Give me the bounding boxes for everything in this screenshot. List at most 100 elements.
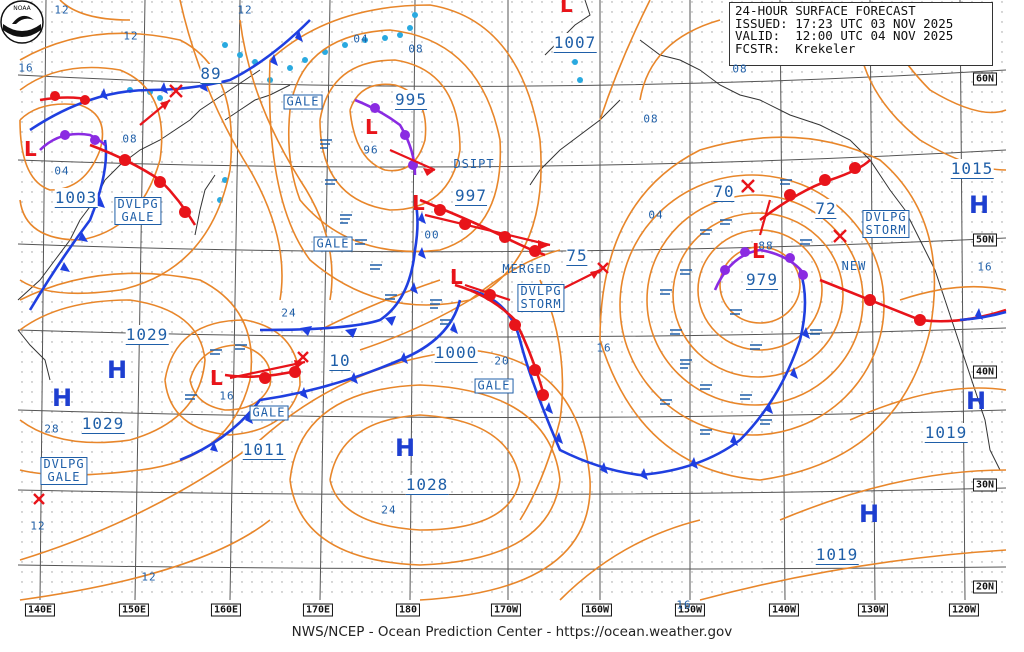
- isobar-label: 08: [122, 132, 138, 146]
- isobars: [19, 0, 1007, 601]
- lon-label-160w: 160W: [581, 603, 613, 617]
- pressure-value: 89: [200, 64, 222, 84]
- isobar-label: 16: [676, 598, 692, 612]
- forecast-title: 24-HOUR SURFACE FORECAST: [735, 3, 916, 18]
- isobar-label: 88: [758, 239, 774, 253]
- coastlines: [17, 0, 1001, 471]
- isobar-label: 24: [381, 503, 397, 517]
- svg-text:L: L: [210, 366, 223, 390]
- pressure-value: 1028: [405, 475, 449, 495]
- isobar-label: 12: [237, 3, 253, 17]
- svg-text:L: L: [752, 239, 765, 263]
- high-pressure-marker: H: [51, 384, 73, 412]
- warning-label: DVLPG STORM: [517, 284, 565, 312]
- lon-label-150e: 150E: [118, 603, 150, 617]
- high-pressure-marker: H: [394, 434, 416, 462]
- isobar-label: 16: [977, 260, 993, 274]
- footer-credit: NWS/NCEP - Ocean Prediction Center - htt…: [291, 624, 733, 640]
- warning-label: GALE: [474, 378, 514, 394]
- dsipt-annotation: DSIPT: [453, 157, 495, 171]
- isobar-label: 04: [353, 32, 369, 46]
- high-pressure-marker: H: [858, 500, 880, 528]
- noaa-logo-text: NOAA: [13, 5, 31, 12]
- lon-label-160e: 160E: [210, 603, 242, 617]
- isobar-label: 16: [18, 61, 34, 75]
- svg-text:L: L: [24, 137, 37, 161]
- pressure-value: 75: [566, 246, 588, 266]
- isobar-label: 16: [596, 341, 612, 355]
- isobar-label: 12: [123, 29, 139, 43]
- lat-label-40n: 40N: [972, 365, 998, 379]
- lat-label-50n: 50N: [972, 233, 998, 247]
- warning-label: GALE: [313, 236, 353, 252]
- isobar-label: 08: [732, 62, 748, 76]
- high-pressure-marker: H: [968, 191, 990, 219]
- warning-label: GALE: [249, 405, 289, 421]
- isobar-label: 00: [424, 228, 440, 242]
- warning-label: DVLPG GALE: [40, 457, 88, 485]
- isobar-label: 08: [643, 112, 659, 126]
- pressure-value: 70: [713, 182, 735, 202]
- svg-text:L: L: [450, 265, 463, 289]
- isobar-label: 04: [648, 208, 664, 222]
- isobar-label: 24: [281, 306, 297, 320]
- svg-text:L: L: [412, 191, 425, 215]
- pressure-value: 1019: [815, 545, 859, 565]
- isobar-label: 96: [363, 143, 379, 157]
- lat-label-60n: 60N: [972, 72, 998, 86]
- pressure-value: 1003: [54, 188, 98, 208]
- pressure-value: 1029: [81, 414, 125, 434]
- lat-label-20n: 20N: [972, 580, 998, 594]
- storm-arrowheads: [160, 100, 600, 369]
- high-pressure-marker: H: [106, 356, 128, 384]
- front-symbols: [50, 30, 983, 480]
- isobar-label: 16: [219, 389, 235, 403]
- warning-label: GALE: [283, 94, 323, 110]
- pressure-value: 995: [395, 90, 427, 110]
- isobar-label: 12: [141, 570, 157, 584]
- isobar-label: 20: [494, 354, 510, 368]
- forecast-info-box: [729, 2, 993, 66]
- pressure-value: 1011: [242, 440, 286, 460]
- pressure-value: 1019: [924, 423, 968, 443]
- low-center-markers: [33, 84, 847, 505]
- isobar-label: 08: [408, 42, 424, 56]
- lon-label-180: 180: [395, 603, 421, 617]
- lon-label-170e: 170E: [302, 603, 334, 617]
- lat-label-30n: 30N: [972, 478, 998, 492]
- valid-time: VALID: 12:00 UTC 04 NOV 2025: [735, 28, 954, 43]
- isobar-label: 28: [44, 422, 60, 436]
- pressure-value: 997: [455, 186, 487, 206]
- merged-annotation: MERGED: [502, 262, 552, 276]
- warning-label: DVLPG GALE: [114, 197, 162, 225]
- pressure-value: 10: [329, 351, 351, 371]
- pressure-value: 1000: [434, 343, 478, 363]
- high-pressure-marker: H: [965, 387, 987, 415]
- lon-label-140w: 140W: [768, 603, 800, 617]
- low-center-letters: L L L L L L L: [24, 0, 765, 390]
- issued-time: ISSUED: 17:23 UTC 03 NOV 2025: [735, 15, 954, 31]
- pressure-value: 1029: [125, 325, 169, 345]
- lon-label-120w: 120W: [948, 603, 980, 617]
- lon-label-170w: 170W: [490, 603, 522, 617]
- forecast-info-text: 24-HOUR SURFACE FORECAST ISSUED: 17:23 U…: [735, 3, 954, 56]
- pressure-value: 72: [815, 199, 837, 219]
- lon-label-130w: 130W: [857, 603, 889, 617]
- warning-label: DVLPG STORM: [862, 210, 910, 238]
- pressure-value: 979: [746, 270, 778, 290]
- isobar-label: 12: [54, 3, 70, 17]
- lon-label-150w: 150W: [674, 603, 706, 617]
- pressure-value: 1007: [553, 33, 597, 53]
- svg-text:L: L: [560, 0, 573, 17]
- forecaster: FCSTR: Krekeler: [735, 40, 856, 56]
- isobar-label: 04: [54, 164, 70, 178]
- pressure-value: 1015: [950, 159, 994, 179]
- new-annotation: NEW: [841, 259, 867, 273]
- svg-text:L: L: [365, 115, 378, 139]
- isobar-label: 12: [30, 519, 46, 533]
- lon-label-140e: 140E: [24, 603, 56, 617]
- wind-barbs: [185, 139, 822, 435]
- noaa-logo: NOAA: [0, 0, 44, 44]
